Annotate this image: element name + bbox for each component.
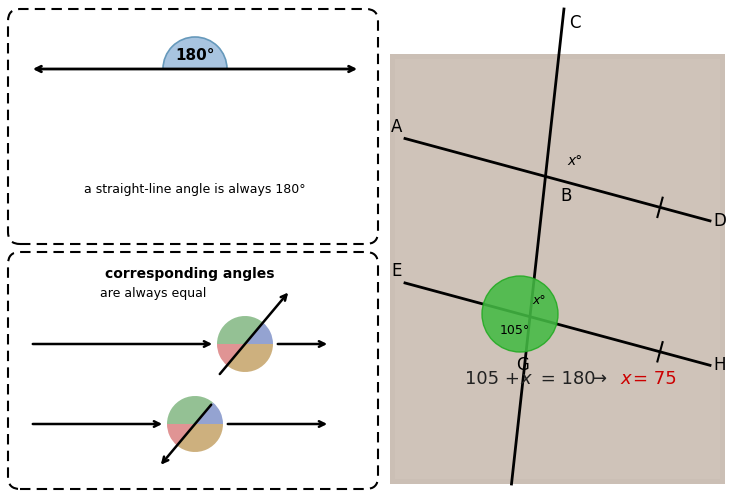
Text: x°: x°: [567, 154, 582, 168]
Text: = 75: = 75: [633, 370, 677, 388]
Text: →: →: [592, 370, 608, 388]
Wedge shape: [167, 424, 195, 446]
Wedge shape: [217, 316, 263, 344]
Text: D: D: [713, 212, 726, 230]
Wedge shape: [195, 403, 223, 424]
Text: E: E: [392, 262, 402, 280]
Text: B: B: [560, 187, 572, 205]
Text: H: H: [713, 356, 725, 374]
Bar: [395, 59, 720, 479]
Wedge shape: [227, 344, 273, 372]
Bar: [390, 54, 725, 484]
Text: G: G: [517, 356, 529, 374]
Text: a straight-line angle is always 180°: a straight-line angle is always 180°: [84, 183, 306, 196]
FancyBboxPatch shape: [8, 9, 378, 244]
Wedge shape: [245, 322, 273, 344]
Text: x: x: [520, 370, 531, 388]
Text: are always equal: are always equal: [100, 287, 206, 300]
Wedge shape: [217, 344, 245, 365]
Text: 180°: 180°: [175, 47, 214, 62]
Wedge shape: [163, 37, 227, 69]
Text: = 180: = 180: [535, 370, 596, 388]
FancyBboxPatch shape: [8, 252, 378, 489]
Text: 105°: 105°: [500, 324, 530, 337]
Text: corresponding angles: corresponding angles: [105, 267, 274, 281]
Text: 105 +: 105 +: [465, 370, 526, 388]
Text: x: x: [620, 370, 631, 388]
Text: A: A: [391, 117, 402, 136]
Circle shape: [482, 276, 558, 352]
Text: x°: x°: [532, 293, 545, 306]
Text: C: C: [569, 14, 580, 32]
Wedge shape: [177, 424, 223, 452]
Wedge shape: [167, 396, 213, 424]
